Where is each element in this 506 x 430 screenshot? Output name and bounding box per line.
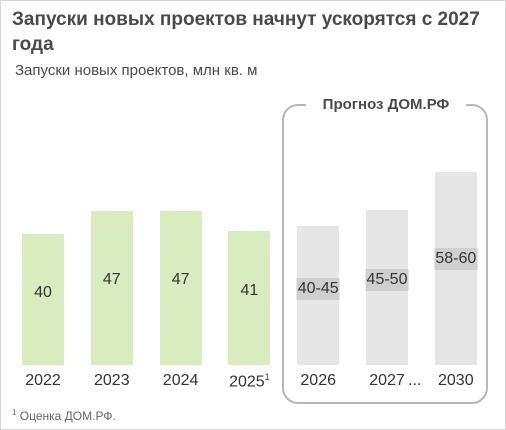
bar-value-label: 47: [102, 271, 121, 289]
x-tick-label: 2024: [162, 372, 199, 389]
bar-2022: [22, 234, 64, 365]
x-tick-label: 2030: [438, 372, 474, 389]
x-tick-label: 2022: [25, 372, 61, 389]
forecast-label: Прогноз ДОМ.РФ: [306, 94, 466, 116]
bar-value-label: 41: [240, 282, 259, 300]
chart-subtitle: Запуски новых проектов, млн кв. м: [15, 62, 258, 79]
x-tick-label: 2027: [369, 372, 405, 389]
bar-value-label: 40: [34, 284, 52, 302]
x-tick-note: 1: [264, 372, 270, 382]
axis-ellipsis: ...: [408, 372, 422, 389]
x-tick-label: 2023: [94, 372, 130, 389]
x-tick-label: 2026: [300, 372, 336, 389]
bar-value-label: 40-45: [296, 277, 340, 300]
bar-value-label: 45-50: [365, 268, 409, 291]
footnote-mark: 1: [12, 408, 17, 417]
bar-2025: [228, 230, 271, 365]
bar-2024: [159, 211, 202, 365]
x-tick-label: 20251: [229, 372, 270, 391]
footnote-text: Оценка ДОМ.РФ.: [16, 409, 116, 423]
bar-2023: [90, 211, 133, 365]
footnote: 1 Оценка ДОМ.РФ.: [12, 408, 116, 423]
bar-value-label: 58-60: [434, 247, 478, 270]
chart-title: Запуски новых проектов начнут ускорятся …: [12, 9, 480, 55]
bar-value-label: 47: [171, 271, 190, 289]
